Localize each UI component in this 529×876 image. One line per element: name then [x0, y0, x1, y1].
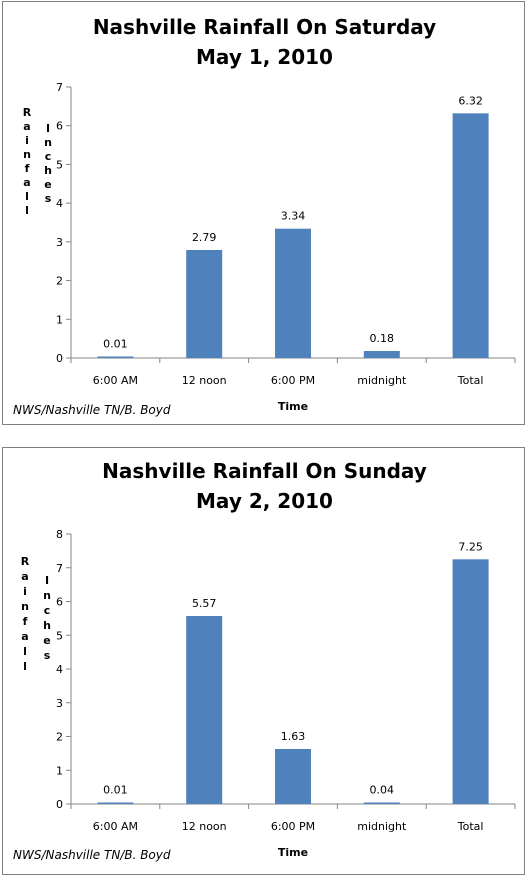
bar-6-00-pm	[275, 228, 311, 358]
chart-svg: Nashville Rainfall On Sunday May 2, 2010 0…	[13, 459, 516, 862]
credit-text: NWS/Nashville TN/B. Boyd	[13, 848, 171, 862]
chart-title: Nashville Rainfall On Saturday	[93, 15, 436, 39]
bar-midnight	[363, 351, 400, 358]
y-axis-title-letter: i	[25, 134, 29, 147]
data-label: 6.32	[458, 94, 483, 107]
y-axis-title-letter: I	[45, 574, 49, 587]
bar-12-noon	[186, 249, 223, 358]
bar-total	[452, 559, 489, 804]
chart-panel-sunday: Nashville Rainfall On Sunday May 2, 2010 0…	[2, 447, 525, 875]
y-tick-label: 2	[56, 275, 63, 288]
y-tick-label: 3	[56, 697, 63, 710]
y-tick-label: 4	[56, 197, 63, 210]
y-axis-title-letter: s	[44, 649, 51, 662]
bar-12-noon	[186, 616, 223, 804]
y-axis-title-letter: R	[23, 106, 32, 119]
y-axis-title-letter: n	[21, 600, 29, 613]
y-tick-label: 0	[56, 352, 63, 365]
y-axis-title-letter: i	[23, 585, 27, 598]
y-axis-title-letter: a	[21, 630, 28, 643]
y-axis-title-letter: c	[44, 604, 51, 617]
y-axis-title-letter: n	[44, 136, 52, 149]
y-axis-title-letter: f	[25, 162, 30, 175]
y-tick-label: 5	[56, 629, 63, 642]
chart-subtitle: May 1, 2010	[196, 45, 333, 69]
y-axis-title-letter: R	[21, 555, 30, 568]
bar-6-00-am	[97, 356, 134, 358]
y-axis-title-letter: e	[43, 634, 50, 647]
x-tick-label: midnight	[357, 374, 407, 387]
y-tick-label: 8	[56, 528, 63, 541]
chart-title: Nashville Rainfall On Sunday	[102, 459, 427, 483]
y-axis-title-letter: n	[23, 148, 31, 161]
x-tick-label: 6:00 AM	[93, 374, 138, 387]
data-label: 0.18	[370, 332, 395, 345]
data-label: 0.04	[370, 784, 395, 797]
y-axis-title-letter: a	[23, 176, 30, 189]
y-tick-label: 7	[56, 81, 63, 94]
data-label: 0.01	[103, 784, 128, 797]
data-label: 7.25	[458, 540, 483, 553]
y-tick-label: 0	[56, 798, 63, 811]
x-tick-label: 6:00 PM	[271, 820, 315, 833]
y-tick-label: 1	[56, 764, 63, 777]
y-axis-title-letter: s	[45, 192, 52, 205]
data-label: 1.63	[281, 730, 306, 743]
y-tick-label: 3	[56, 236, 63, 249]
x-tick-label: 12 noon	[182, 374, 227, 387]
x-tick-label: Total	[457, 820, 484, 833]
y-axis-title-letter: l	[25, 204, 29, 217]
y-axis-title-letter: n	[43, 589, 51, 602]
bar-6-00-pm	[275, 748, 311, 804]
x-tick-label: Total	[457, 374, 484, 387]
y-tick-label: 5	[56, 158, 63, 171]
y-axis-title-letter: f	[23, 615, 28, 628]
bar-midnight	[363, 802, 400, 804]
y-tick-label: 1	[56, 313, 63, 326]
y-axis-title-letter: h	[43, 619, 51, 632]
y-axis-title-letter: h	[44, 164, 52, 177]
x-axis-title: Time	[278, 400, 308, 413]
x-tick-label: 6:00 PM	[271, 374, 315, 387]
x-tick-label: 12 noon	[182, 820, 227, 833]
y-tick-label: 2	[56, 731, 63, 744]
y-tick-label: 6	[56, 596, 63, 609]
bar-6-00-am	[97, 802, 134, 804]
data-label: 5.57	[192, 597, 217, 610]
x-tick-label: midnight	[357, 820, 407, 833]
x-tick-label: 6:00 AM	[93, 820, 138, 833]
y-tick-label: 7	[56, 562, 63, 575]
chart-subtitle: May 2, 2010	[196, 489, 333, 513]
y-axis-title-letter: l	[23, 645, 27, 658]
y-tick-label: 4	[56, 663, 63, 676]
y-tick-label: 6	[56, 120, 63, 133]
bar-total	[452, 113, 489, 358]
credit-text: NWS/Nashville TN/B. Boyd	[13, 403, 171, 417]
y-axis-title-letter: a	[21, 570, 28, 583]
y-axis-title-letter: a	[23, 120, 30, 133]
y-axis-title-letter: e	[44, 178, 51, 191]
y-axis-title-letter: c	[45, 150, 52, 163]
x-axis-title: Time	[278, 846, 308, 859]
y-axis-title-letter: l	[25, 190, 29, 203]
y-axis-title-letter: I	[46, 122, 50, 135]
y-axis-title-letter: l	[23, 660, 27, 673]
chart-panel-saturday: Nashville Rainfall On Saturday May 1, 201…	[2, 1, 525, 425]
chart-svg: Nashville Rainfall On Saturday May 1, 201…	[13, 15, 516, 417]
data-label: 0.01	[103, 338, 128, 351]
data-label: 2.79	[192, 231, 217, 244]
data-label: 3.34	[281, 210, 306, 223]
